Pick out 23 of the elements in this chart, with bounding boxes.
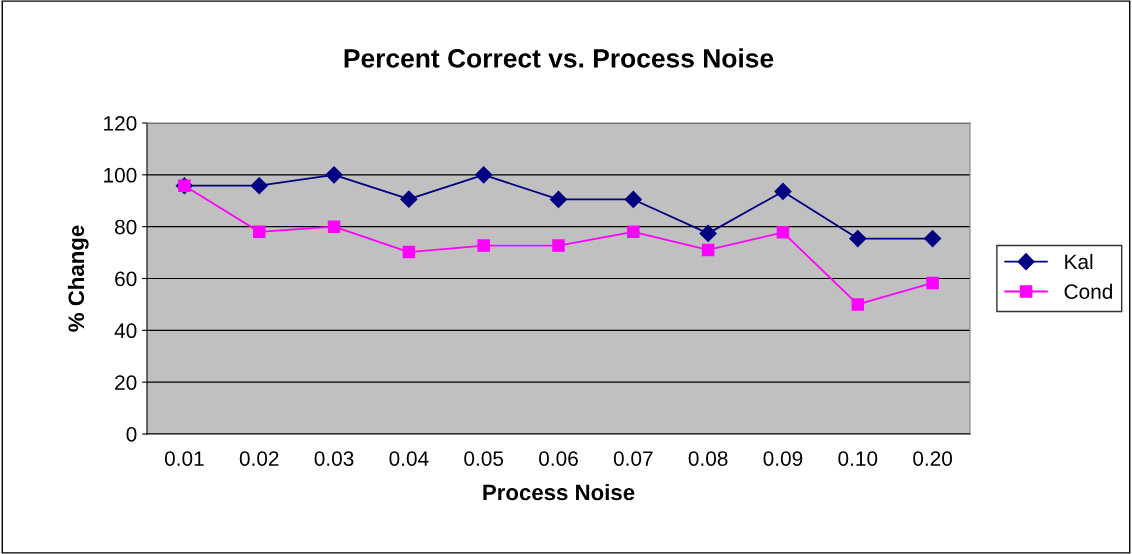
legend-label: Cond <box>1064 283 1113 300</box>
y-tick-label: 40 <box>114 323 137 339</box>
x-axis-title: Process Noise <box>483 483 635 501</box>
legend-label: Kal <box>1065 253 1093 270</box>
x-tick-label: 0.07 <box>613 451 653 466</box>
y-tick-label: 80 <box>115 219 137 235</box>
y-axis-title: % Change <box>67 225 89 332</box>
x-tick-label: 0.09 <box>763 451 803 466</box>
x-tick-label: 0.10 <box>838 451 878 466</box>
x-tick-label: 0.06 <box>539 451 578 466</box>
y-tick-label: 0 <box>126 427 137 442</box>
y-tick-label: 120 <box>104 116 137 131</box>
y-tick-label: 100 <box>104 167 137 183</box>
y-tick-label: 20 <box>115 375 137 390</box>
x-tick-label: 0.04 <box>389 451 429 466</box>
y-tick-label: 60 <box>115 271 137 287</box>
chart-title: Percent Correct vs. Process Noise <box>344 48 774 68</box>
x-tick-label: 0.20 <box>913 451 953 466</box>
x-tick-label: 0.05 <box>464 451 504 466</box>
x-tick-label: 0.03 <box>314 451 354 466</box>
x-tick-label: 0.02 <box>239 451 279 466</box>
x-tick-label: 0.08 <box>688 451 728 466</box>
x-tick-label: 0.01 <box>164 451 204 466</box>
